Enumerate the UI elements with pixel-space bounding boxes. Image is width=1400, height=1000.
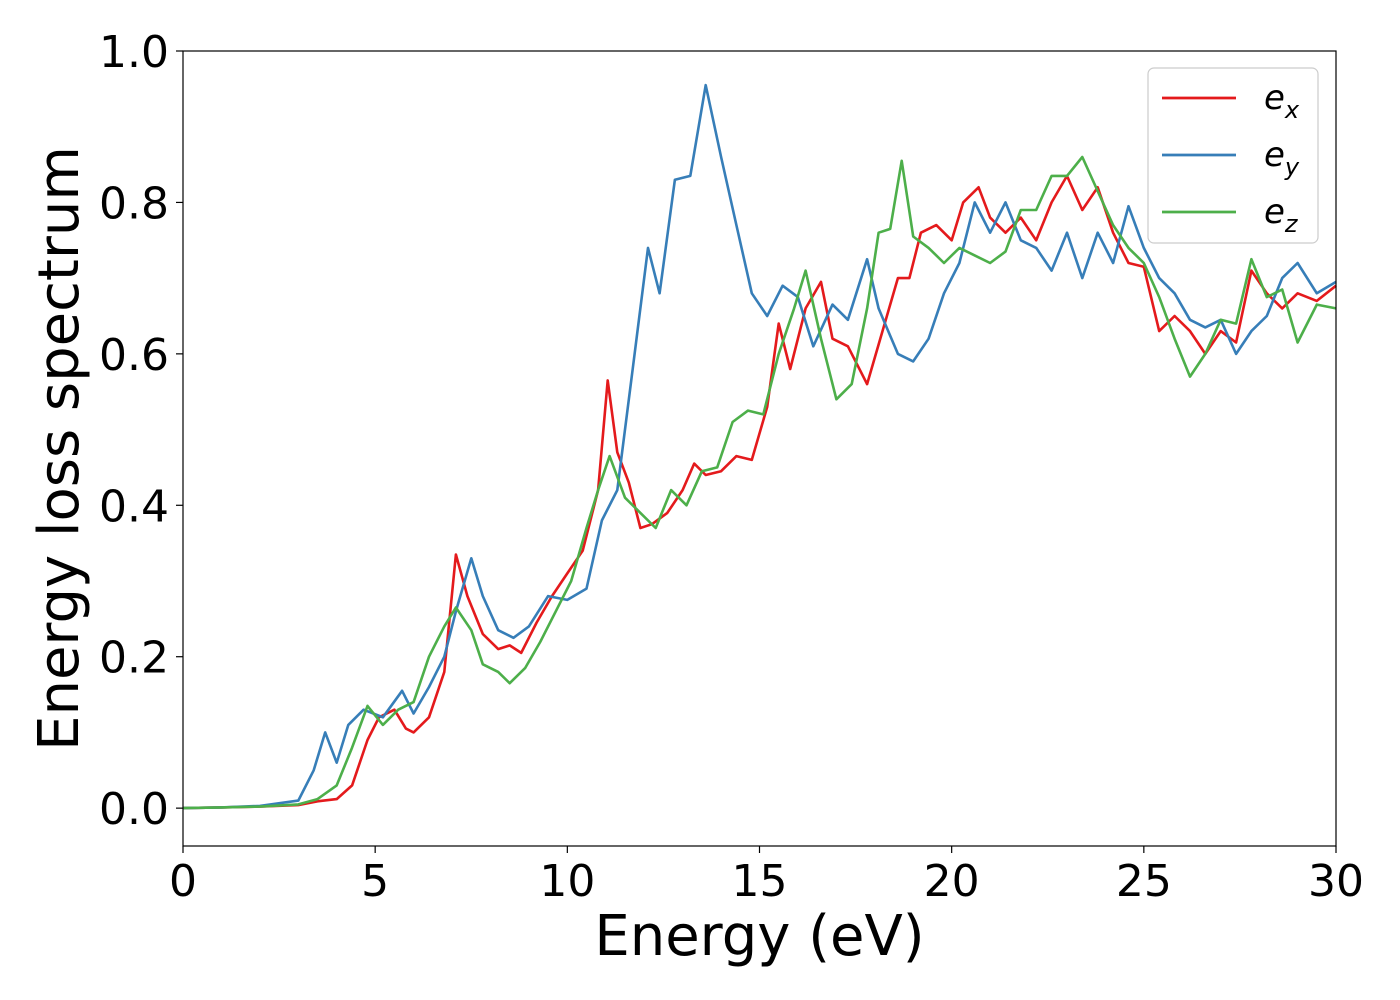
y-tick-label: 0.4 — [99, 481, 169, 532]
series-layer — [182, 83, 1337, 810]
y-tick-label: 0.0 — [99, 784, 169, 835]
x-tick-label: 0 — [169, 856, 197, 907]
x-axis-title: Energy (eV) — [594, 904, 924, 969]
y-axis: 0.0 0.2 0.4 0.6 0.8 1.0 — [99, 27, 183, 835]
x-tick-label: 30 — [1308, 856, 1364, 907]
y-tick-label: 1.0 — [99, 27, 169, 78]
y-axis-title: Energy loss spectrum — [27, 146, 92, 751]
x-tick-label: 15 — [732, 856, 788, 907]
y-tick-label: 0.6 — [99, 330, 169, 381]
y-tick-label: 0.2 — [99, 633, 169, 684]
x-tick-label: 5 — [361, 856, 389, 907]
series-line-e-y — [182, 83, 1337, 810]
x-tick-label: 25 — [1116, 856, 1172, 907]
series-line-e-z — [182, 155, 1337, 810]
y-tick-label: 0.8 — [99, 178, 169, 229]
x-axis: 0 5 10 15 20 25 30 — [169, 846, 1364, 907]
x-tick-label: 20 — [924, 856, 980, 907]
series-line-e-x — [182, 174, 1337, 810]
x-tick-label: 10 — [539, 856, 595, 907]
